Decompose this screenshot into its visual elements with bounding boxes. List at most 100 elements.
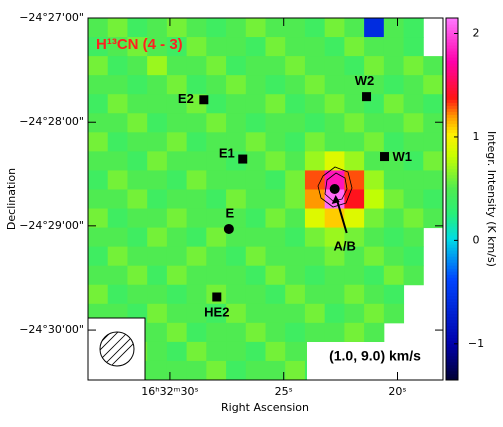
cell bbox=[324, 284, 345, 305]
cell bbox=[166, 322, 188, 343]
cell bbox=[206, 246, 227, 267]
cell bbox=[107, 284, 128, 305]
cell bbox=[226, 208, 247, 229]
cell bbox=[88, 18, 109, 38]
colorbar-step bbox=[446, 331, 458, 336]
cell bbox=[344, 75, 365, 95]
cell bbox=[186, 341, 207, 362]
cell bbox=[166, 246, 188, 267]
cell bbox=[245, 322, 266, 343]
colorbar-step bbox=[446, 180, 458, 185]
cell bbox=[107, 37, 128, 57]
colorbar-step bbox=[446, 117, 458, 121]
cell bbox=[265, 227, 286, 248]
cell bbox=[166, 56, 188, 76]
colorbar-step bbox=[446, 114, 458, 118]
cell bbox=[383, 75, 405, 95]
beam bbox=[99, 331, 135, 367]
colorbar-step bbox=[446, 90, 458, 94]
cell bbox=[226, 37, 247, 57]
cell bbox=[88, 56, 109, 76]
cell bbox=[383, 284, 405, 305]
cell bbox=[364, 132, 385, 152]
cell bbox=[206, 189, 227, 210]
colorbar-step bbox=[446, 102, 458, 106]
colorbar-step bbox=[446, 78, 458, 82]
cell bbox=[285, 18, 306, 38]
cell bbox=[226, 18, 247, 38]
cell bbox=[186, 75, 207, 95]
cell bbox=[226, 94, 247, 114]
cell bbox=[226, 189, 247, 210]
colorbar-step bbox=[446, 36, 458, 40]
map bbox=[88, 18, 444, 381]
cell bbox=[285, 341, 306, 362]
colorbar-step bbox=[446, 325, 458, 330]
cell bbox=[423, 170, 444, 190]
cell bbox=[88, 37, 109, 57]
cell bbox=[88, 227, 109, 248]
colorbar-step bbox=[446, 307, 458, 312]
cell bbox=[127, 75, 148, 95]
cell bbox=[304, 132, 326, 152]
source-label: W1 bbox=[393, 149, 413, 164]
cell bbox=[245, 303, 266, 324]
cell bbox=[245, 170, 266, 190]
cell bbox=[324, 18, 345, 38]
cell bbox=[285, 246, 306, 267]
cell bbox=[423, 94, 444, 114]
cell bbox=[166, 265, 188, 286]
colorbar-step bbox=[446, 328, 458, 333]
colorbar-step bbox=[446, 183, 458, 188]
cell bbox=[147, 132, 168, 152]
cell bbox=[383, 56, 405, 76]
colorbar-step bbox=[446, 205, 458, 209]
colorbar-step bbox=[446, 69, 458, 73]
cell bbox=[166, 151, 188, 171]
cell bbox=[88, 132, 109, 152]
cell bbox=[304, 227, 326, 248]
cell bbox=[304, 170, 326, 190]
cell bbox=[265, 208, 286, 229]
cell bbox=[304, 246, 326, 267]
colorbar-step bbox=[446, 42, 458, 46]
colorbar-step bbox=[446, 21, 458, 25]
cell bbox=[265, 151, 286, 171]
source-label: E1 bbox=[219, 145, 235, 160]
colorbar-step bbox=[446, 229, 458, 233]
cell bbox=[324, 132, 345, 152]
cell bbox=[304, 94, 326, 114]
cell bbox=[265, 113, 286, 133]
cell bbox=[166, 208, 188, 229]
cell bbox=[226, 132, 247, 152]
cell bbox=[364, 208, 385, 229]
cell bbox=[265, 56, 286, 76]
colorbar-step bbox=[446, 244, 458, 248]
colorbar-step bbox=[446, 250, 458, 254]
colorbar-step bbox=[446, 87, 458, 91]
cell bbox=[186, 360, 207, 381]
cell bbox=[403, 113, 424, 133]
colorbar-step bbox=[446, 48, 458, 52]
colorbar-step bbox=[446, 81, 458, 85]
colorbar-step bbox=[446, 105, 458, 109]
cell bbox=[245, 208, 266, 229]
cell bbox=[403, 208, 424, 229]
cell bbox=[226, 341, 247, 362]
source-label: HE2 bbox=[204, 304, 229, 319]
cell bbox=[206, 113, 227, 133]
cell bbox=[147, 75, 168, 95]
cell bbox=[324, 113, 345, 133]
cell bbox=[344, 37, 365, 57]
cell bbox=[364, 322, 385, 343]
cell bbox=[206, 208, 227, 229]
cell bbox=[245, 75, 266, 95]
colorbar-step bbox=[446, 340, 458, 345]
cell bbox=[245, 37, 266, 57]
cell bbox=[324, 56, 345, 76]
cell bbox=[304, 75, 326, 95]
velocity-range: (1.0, 9.0) km/s bbox=[329, 348, 421, 364]
colorbar-step bbox=[446, 217, 458, 221]
cell bbox=[403, 170, 424, 190]
